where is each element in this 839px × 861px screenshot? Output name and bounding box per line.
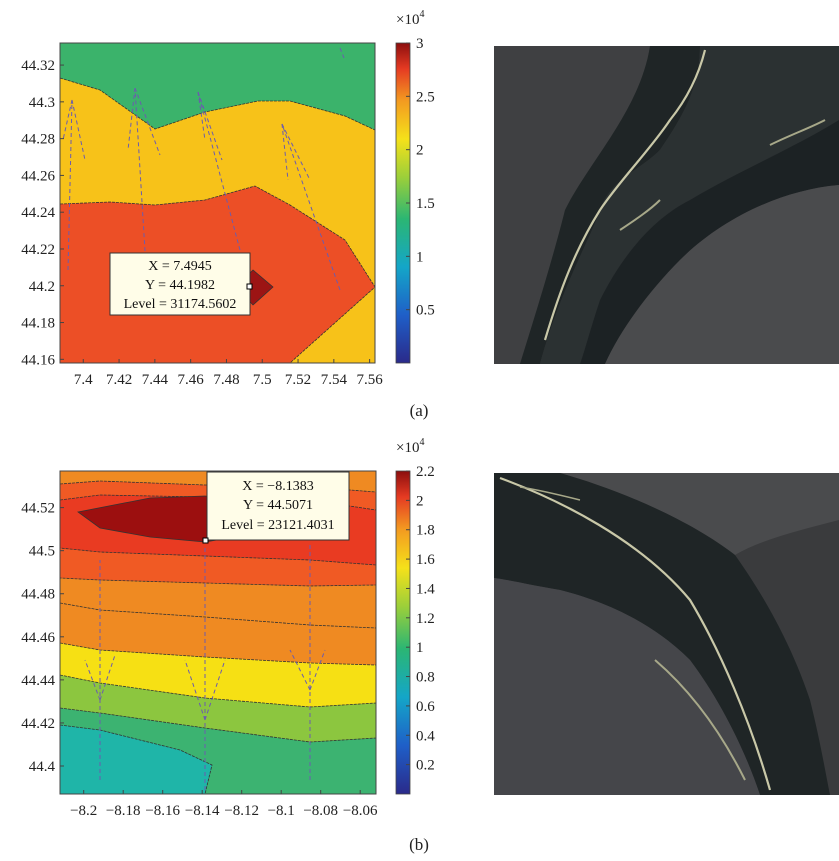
colorbar-tick-label: 1 — [416, 249, 424, 265]
x-tick-label: −8.12 — [224, 803, 259, 819]
x-tick-label: 7.54 — [321, 372, 348, 388]
x-tick-label: −8.16 — [145, 803, 180, 819]
y-tick-label: 44.16 — [21, 352, 55, 368]
caption-b: (b) — [409, 835, 429, 854]
colorbar-b — [395, 470, 411, 795]
y-tick-label: 44.28 — [21, 132, 55, 148]
colorbar-multiplier-b: ×104 — [396, 437, 424, 456]
colorbar-ticks-b: 2.2 2 1.8 1.6 1.4 1.2 1 0.8 0.6 0.4 0.2 — [406, 464, 435, 774]
x-axis-ticks-b: −8.2 −8.18 −8.16 −8.14 −8.12 −8.1 −8.08 −8.06 — [70, 790, 378, 819]
colorbar-tick-label: 2 — [416, 493, 424, 509]
datatip-b[interactable]: X = −8.1383 Y = 44.5071 Level = 23121.40… — [202, 471, 350, 544]
datatip-x-a: X = 7.4945 — [148, 259, 212, 274]
colorbar-ticks-a: 3 2.5 2 1.5 1 0.5 — [406, 36, 435, 319]
gradient-arrows-a — [62, 47, 345, 301]
y-tick-label: 44.24 — [21, 205, 55, 221]
colorbar-tick-label: 0.5 — [416, 303, 435, 319]
colorbar-tick-label: 2.5 — [416, 89, 435, 105]
y-axis-ticks-b: 44.52 44.5 44.48 44.46 44.44 44.42 44.4 — [21, 501, 64, 775]
x-tick-label: 7.44 — [142, 372, 169, 388]
colorbar-tick-label: 1.2 — [416, 611, 435, 627]
plot-frame-b — [59, 470, 377, 795]
colorbar-tick-label: 1.8 — [416, 523, 435, 539]
y-tick-label: 44.32 — [21, 58, 55, 74]
plot-frame-a — [59, 42, 376, 364]
x-tick-label: 7.5 — [253, 372, 272, 388]
x-tick-label: 7.52 — [285, 372, 311, 388]
x-tick-label: 7.42 — [106, 372, 132, 388]
colorbar-tick-label: 1.6 — [416, 552, 435, 568]
photo-b — [494, 473, 839, 795]
colorbar-tick-label: 0.8 — [416, 670, 435, 686]
colorbar-tick-label: 3 — [416, 36, 424, 52]
y-tick-label: 44.26 — [21, 168, 55, 184]
datatip-marker-b — [202, 537, 209, 544]
gradient-arrows-b — [84, 545, 326, 790]
y-tick-label: 44.2 — [29, 279, 55, 295]
x-tick-label: 7.48 — [213, 372, 239, 388]
datatip-a[interactable]: X = 7.4945 Y = 44.1982 Level = 31174.560… — [109, 252, 253, 316]
datatip-level-a: Level = 31174.5602 — [124, 297, 237, 312]
y-tick-label: 44.22 — [21, 242, 55, 258]
y-tick-label: 44.18 — [21, 316, 55, 332]
y-tick-label: 44.52 — [21, 501, 55, 517]
x-axis-ticks-a: 7.4 7.42 7.44 7.46 7.48 7.5 7.52 7.54 7.56 — [74, 359, 383, 388]
caption-a: (a) — [410, 401, 429, 420]
datatip-marker-a — [246, 283, 253, 290]
y-axis-ticks-a: 44.32 44.3 44.28 44.26 44.24 44.22 44.2 44.18 44… — [21, 58, 64, 368]
datatip-level-b: Level = 23121.4031 — [221, 518, 334, 533]
y-tick-label: 44.48 — [21, 587, 55, 603]
colorbar-tick-label: 1 — [416, 640, 424, 656]
x-tick-label: 7.46 — [178, 372, 205, 388]
x-tick-label: −8.14 — [185, 803, 220, 819]
x-tick-label: −8.08 — [303, 803, 338, 819]
y-tick-label: 44.3 — [29, 95, 55, 111]
colorbar-tick-label: 0.6 — [416, 699, 435, 715]
datatip-y-a: Y = 44.1982 — [145, 278, 215, 293]
colorbar-tick-label: 2 — [416, 143, 424, 159]
y-tick-label: 44.44 — [21, 673, 55, 689]
y-tick-label: 44.46 — [21, 630, 55, 646]
colorbar-tick-label: 1.5 — [416, 196, 435, 212]
datatip-box-b — [206, 471, 350, 541]
colorbar-tick-label: 2.2 — [416, 464, 435, 480]
x-tick-label: 7.4 — [74, 372, 93, 388]
colorbar-tick-label: 0.4 — [416, 728, 435, 744]
datatip-x-b: X = −8.1383 — [242, 479, 313, 494]
y-tick-label: 44.42 — [21, 716, 55, 732]
datatip-y-b: Y = 44.5071 — [243, 498, 313, 513]
x-tick-label: −8.18 — [106, 803, 141, 819]
y-tick-label: 44.4 — [29, 759, 56, 775]
x-tick-label: −8.2 — [70, 803, 97, 819]
colorbar-multiplier-a: ×104 — [396, 9, 424, 28]
x-tick-label: −8.06 — [343, 803, 378, 819]
colorbar-tick-label: 1.4 — [416, 581, 435, 597]
datatip-box-a — [109, 252, 251, 316]
photo-a — [494, 46, 839, 364]
x-tick-label: 7.56 — [357, 372, 384, 388]
y-tick-label: 44.5 — [29, 544, 55, 560]
colorbar-tick-label: 0.2 — [416, 758, 435, 774]
x-tick-label: −8.1 — [268, 803, 295, 819]
